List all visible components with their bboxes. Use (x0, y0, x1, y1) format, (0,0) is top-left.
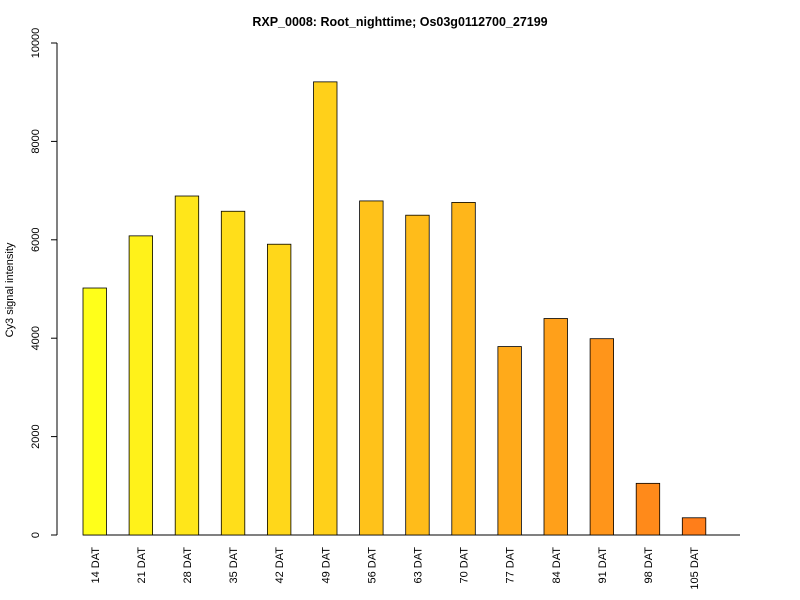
x-tick-label: 77 DAT (505, 547, 517, 584)
bar (497, 346, 522, 536)
bar (220, 210, 246, 536)
x-tick-label: 56 DAT (366, 547, 378, 584)
y-tick-label: 4000 (30, 326, 42, 350)
x-tick-labels: 14 DAT 21 DAT 28 DAT 35 DAT 42 DAT 49 DAT 56 D… (90, 547, 701, 590)
x-tick-label: 84 DAT (551, 547, 563, 584)
bar (313, 81, 338, 536)
x-tick-label: 63 DAT (412, 547, 424, 584)
x-tick-label: 49 DAT (320, 547, 332, 584)
bar (405, 214, 430, 536)
x-tick-label: 14 DAT (90, 547, 102, 584)
x-tick-label: 105 DAT (689, 547, 701, 590)
bar (681, 517, 707, 536)
bar (359, 200, 384, 536)
bars-group (82, 81, 707, 536)
y-tick-label: 0 (30, 532, 42, 538)
y-axis-label: Cy3 signal intensity (4, 242, 16, 337)
bar (128, 235, 154, 536)
y-tick-label: 8000 (30, 129, 42, 153)
bar (82, 287, 107, 536)
x-tick-label: 35 DAT (228, 547, 240, 584)
x-tick-label: 70 DAT (459, 547, 471, 584)
bar (451, 202, 476, 536)
bar (266, 243, 292, 536)
y-tick-label: 6000 (30, 228, 42, 252)
bar (174, 195, 200, 536)
x-tick-label: 28 DAT (182, 547, 194, 584)
x-tick-label: 91 DAT (597, 547, 609, 584)
bar (543, 318, 568, 536)
bar (589, 338, 614, 536)
x-tick-label: 42 DAT (274, 547, 286, 584)
bar (635, 482, 661, 536)
x-tick-label: 21 DAT (136, 547, 148, 584)
y-axis: 0 2000 4000 6000 8000 10000 (30, 28, 58, 538)
y-tick-label: 10000 (30, 28, 42, 59)
chart-title: RXP_0008: Root_nighttime; Os03g0112700_2… (252, 15, 547, 29)
y-tick-label: 2000 (30, 424, 42, 448)
x-tick-label: 98 DAT (643, 547, 655, 584)
